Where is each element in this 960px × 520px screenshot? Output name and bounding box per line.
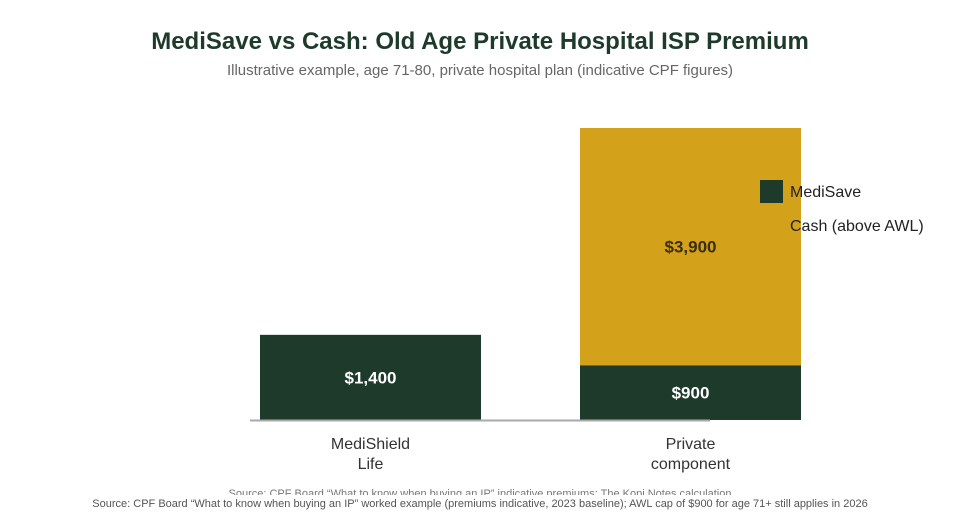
- legend-swatch-medisave: [760, 180, 783, 203]
- x-tick-label-1-0: Private: [666, 436, 716, 453]
- legend-label-medisave: MediSave: [790, 184, 861, 201]
- source-note: Source: CPF Board “What to know when buy…: [92, 498, 868, 510]
- bar-medisave-0: [260, 334, 481, 420]
- bar-medisave-1: [580, 365, 801, 420]
- chart-subtitle: Illustrative example, age 71-80, private…: [226, 62, 734, 79]
- bar-cash-1: [580, 128, 801, 366]
- legend-label-cash: Cash (above AWL): [790, 218, 924, 235]
- source-note-overlapped: Source: CPF Board “What to know when buy…: [228, 488, 732, 495]
- chart-title: MediSave vs Cash: Old Age Private Hospit…: [151, 28, 809, 55]
- x-tick-label-1-1: component: [651, 456, 731, 473]
- x-tick-label-0-1: Life: [358, 456, 384, 473]
- data-label-medisave-1: $900: [672, 384, 710, 403]
- x-tick-label-0-0: MediShield: [331, 436, 410, 453]
- data-label-medisave-0: $1,400: [345, 368, 397, 387]
- data-label-cash-1: $3,900: [665, 238, 717, 257]
